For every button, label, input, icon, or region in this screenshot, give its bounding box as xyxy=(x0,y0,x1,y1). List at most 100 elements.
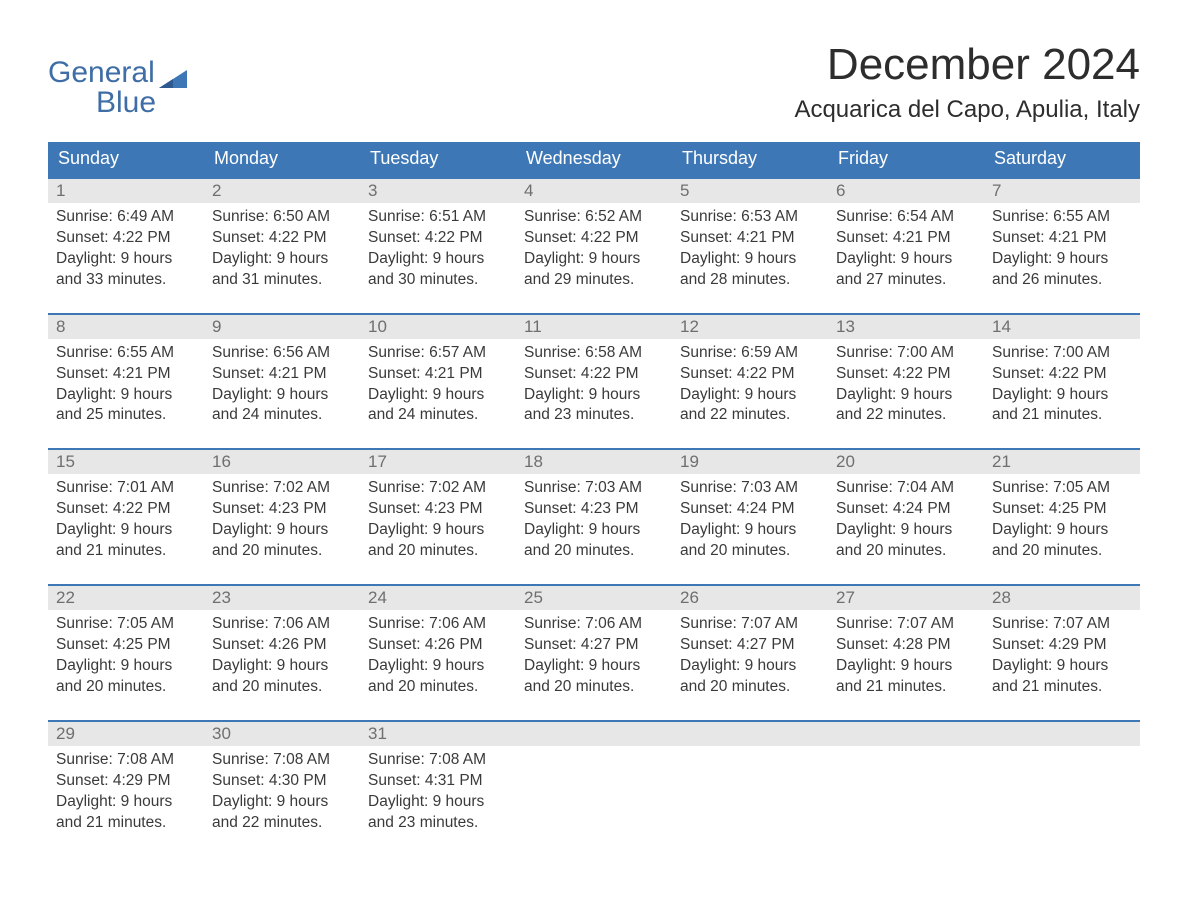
day-header-sun: Sunday xyxy=(48,142,204,177)
day-cell: Sunrise: 7:03 AMSunset: 4:24 PMDaylight:… xyxy=(672,474,828,566)
day-number: 23 xyxy=(204,586,360,610)
daylight-text-1: Daylight: 9 hours xyxy=(836,249,976,270)
day-cell: Sunrise: 7:01 AMSunset: 4:22 PMDaylight:… xyxy=(48,474,204,566)
week-body-row: Sunrise: 7:01 AMSunset: 4:22 PMDaylight:… xyxy=(48,474,1140,566)
day-cell: Sunrise: 7:03 AMSunset: 4:23 PMDaylight:… xyxy=(516,474,672,566)
sunrise-text: Sunrise: 6:55 AM xyxy=(56,343,196,364)
header: General Blue December 2024 Acquarica del… xyxy=(48,40,1140,124)
sunset-text: Sunset: 4:21 PM xyxy=(212,364,352,385)
day-cell xyxy=(672,746,828,838)
day-cell: Sunrise: 6:55 AMSunset: 4:21 PMDaylight:… xyxy=(984,203,1140,295)
day-number xyxy=(828,722,984,746)
sunset-text: Sunset: 4:25 PM xyxy=(56,635,196,656)
daylight-text-1: Daylight: 9 hours xyxy=(992,249,1132,270)
day-number: 24 xyxy=(360,586,516,610)
day-number: 30 xyxy=(204,722,360,746)
day-number: 4 xyxy=(516,179,672,203)
day-cell: Sunrise: 7:04 AMSunset: 4:24 PMDaylight:… xyxy=(828,474,984,566)
sunset-text: Sunset: 4:24 PM xyxy=(836,499,976,520)
sunrise-text: Sunrise: 7:08 AM xyxy=(212,750,352,771)
day-number: 14 xyxy=(984,315,1140,339)
day-cell: Sunrise: 7:07 AMSunset: 4:27 PMDaylight:… xyxy=(672,610,828,702)
week-body-row: Sunrise: 7:08 AMSunset: 4:29 PMDaylight:… xyxy=(48,746,1140,838)
daylight-text-1: Daylight: 9 hours xyxy=(56,656,196,677)
sunrise-text: Sunrise: 6:49 AM xyxy=(56,207,196,228)
week-row: 293031 Sunrise: 7:08 AMSunset: 4:29 PMDa… xyxy=(48,720,1140,838)
daylight-text-1: Daylight: 9 hours xyxy=(992,656,1132,677)
day-cell: Sunrise: 7:00 AMSunset: 4:22 PMDaylight:… xyxy=(828,339,984,431)
daylight-text-1: Daylight: 9 hours xyxy=(524,249,664,270)
daylight-text-2: and 22 minutes. xyxy=(212,813,352,834)
day-number: 25 xyxy=(516,586,672,610)
day-cell: Sunrise: 7:08 AMSunset: 4:29 PMDaylight:… xyxy=(48,746,204,838)
sunset-text: Sunset: 4:21 PM xyxy=(56,364,196,385)
week-row: 15161718192021Sunrise: 7:01 AMSunset: 4:… xyxy=(48,448,1140,566)
day-cell: Sunrise: 7:06 AMSunset: 4:26 PMDaylight:… xyxy=(204,610,360,702)
day-cell: Sunrise: 6:49 AMSunset: 4:22 PMDaylight:… xyxy=(48,203,204,295)
daynum-row: 293031 xyxy=(48,722,1140,746)
daylight-text-1: Daylight: 9 hours xyxy=(212,385,352,406)
sunset-text: Sunset: 4:28 PM xyxy=(836,635,976,656)
day-header-sat: Saturday xyxy=(984,142,1140,177)
daylight-text-1: Daylight: 9 hours xyxy=(368,520,508,541)
sunrise-text: Sunrise: 6:57 AM xyxy=(368,343,508,364)
daylight-text-2: and 31 minutes. xyxy=(212,270,352,291)
daylight-text-2: and 20 minutes. xyxy=(368,677,508,698)
day-number: 29 xyxy=(48,722,204,746)
daylight-text-2: and 20 minutes. xyxy=(56,677,196,698)
sunset-text: Sunset: 4:22 PM xyxy=(56,228,196,249)
day-number: 1 xyxy=(48,179,204,203)
heading-block: December 2024 Acquarica del Capo, Apulia… xyxy=(794,40,1140,124)
daylight-text-2: and 24 minutes. xyxy=(212,405,352,426)
day-number: 27 xyxy=(828,586,984,610)
sunset-text: Sunset: 4:27 PM xyxy=(524,635,664,656)
day-number: 18 xyxy=(516,450,672,474)
day-number: 17 xyxy=(360,450,516,474)
daynum-row: 15161718192021 xyxy=(48,450,1140,474)
day-number: 19 xyxy=(672,450,828,474)
day-header-tue: Tuesday xyxy=(360,142,516,177)
sunrise-text: Sunrise: 7:02 AM xyxy=(368,478,508,499)
day-cell: Sunrise: 6:51 AMSunset: 4:22 PMDaylight:… xyxy=(360,203,516,295)
day-number: 28 xyxy=(984,586,1140,610)
day-cell: Sunrise: 7:02 AMSunset: 4:23 PMDaylight:… xyxy=(204,474,360,566)
day-cell: Sunrise: 6:57 AMSunset: 4:21 PMDaylight:… xyxy=(360,339,516,431)
sunrise-text: Sunrise: 7:06 AM xyxy=(212,614,352,635)
sunset-text: Sunset: 4:24 PM xyxy=(680,499,820,520)
sunset-text: Sunset: 4:23 PM xyxy=(524,499,664,520)
day-cell: Sunrise: 6:50 AMSunset: 4:22 PMDaylight:… xyxy=(204,203,360,295)
sunset-text: Sunset: 4:23 PM xyxy=(368,499,508,520)
day-cell: Sunrise: 6:59 AMSunset: 4:22 PMDaylight:… xyxy=(672,339,828,431)
sunset-text: Sunset: 4:21 PM xyxy=(992,228,1132,249)
sunset-text: Sunset: 4:23 PM xyxy=(212,499,352,520)
sunset-text: Sunset: 4:27 PM xyxy=(680,635,820,656)
daylight-text-2: and 20 minutes. xyxy=(992,541,1132,562)
sunrise-text: Sunrise: 7:03 AM xyxy=(680,478,820,499)
daylight-text-2: and 22 minutes. xyxy=(836,405,976,426)
daylight-text-1: Daylight: 9 hours xyxy=(992,385,1132,406)
daylight-text-1: Daylight: 9 hours xyxy=(524,520,664,541)
daylight-text-1: Daylight: 9 hours xyxy=(680,656,820,677)
daylight-text-1: Daylight: 9 hours xyxy=(524,656,664,677)
day-cell: Sunrise: 7:07 AMSunset: 4:29 PMDaylight:… xyxy=(984,610,1140,702)
sunset-text: Sunset: 4:29 PM xyxy=(56,771,196,792)
brand-line2: Blue xyxy=(48,88,187,118)
daylight-text-2: and 20 minutes. xyxy=(212,677,352,698)
daylight-text-2: and 21 minutes. xyxy=(992,677,1132,698)
daylight-text-1: Daylight: 9 hours xyxy=(212,249,352,270)
sunrise-text: Sunrise: 6:51 AM xyxy=(368,207,508,228)
day-cell: Sunrise: 6:53 AMSunset: 4:21 PMDaylight:… xyxy=(672,203,828,295)
week-row: 891011121314Sunrise: 6:55 AMSunset: 4:21… xyxy=(48,313,1140,431)
daylight-text-1: Daylight: 9 hours xyxy=(212,656,352,677)
daylight-text-1: Daylight: 9 hours xyxy=(836,520,976,541)
day-number: 13 xyxy=(828,315,984,339)
daylight-text-1: Daylight: 9 hours xyxy=(836,385,976,406)
sunset-text: Sunset: 4:25 PM xyxy=(992,499,1132,520)
page-title: December 2024 xyxy=(794,40,1140,90)
day-cell: Sunrise: 6:52 AMSunset: 4:22 PMDaylight:… xyxy=(516,203,672,295)
daylight-text-1: Daylight: 9 hours xyxy=(56,385,196,406)
daylight-text-2: and 20 minutes. xyxy=(524,677,664,698)
sunset-text: Sunset: 4:22 PM xyxy=(368,228,508,249)
day-number: 26 xyxy=(672,586,828,610)
daylight-text-1: Daylight: 9 hours xyxy=(368,385,508,406)
